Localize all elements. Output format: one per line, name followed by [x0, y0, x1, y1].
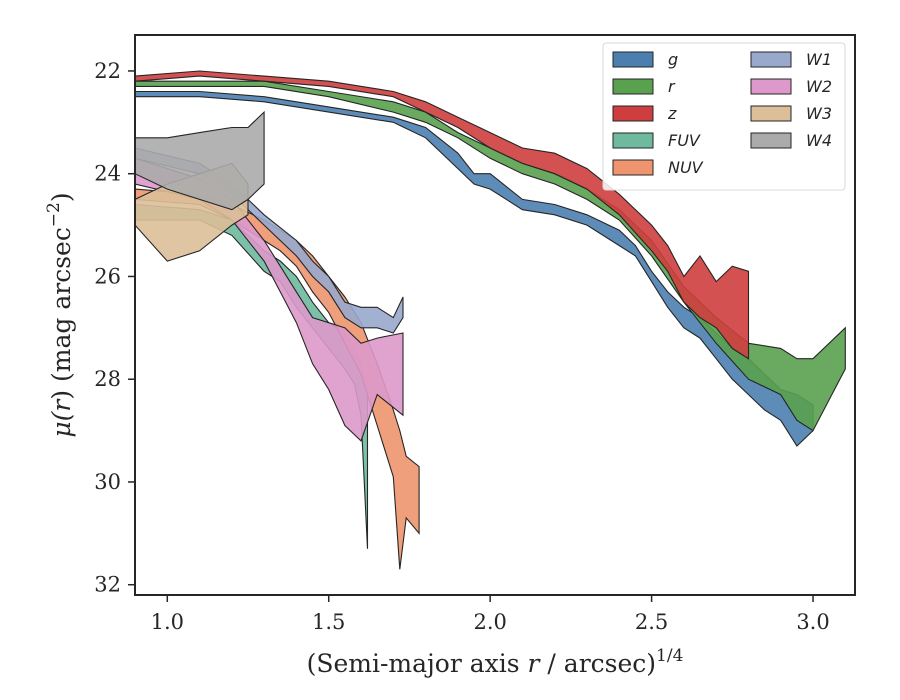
y-axis-label-var: r	[47, 398, 76, 412]
legend-item-r: r	[612, 77, 676, 96]
x-axis-label-part: (Semi-major axis	[307, 649, 528, 678]
legend-label: W3	[806, 104, 832, 123]
x-tick-label: 2.0	[473, 610, 506, 634]
legend-item-g: g	[612, 50, 678, 69]
legend-swatch	[750, 51, 792, 68]
legend-swatch	[612, 105, 654, 122]
legend-swatch	[612, 78, 654, 95]
band-z	[135, 70, 750, 360]
legend-label: z	[667, 104, 677, 123]
legend-label: r	[668, 77, 676, 96]
y-axis-label-exponent: −2	[44, 202, 64, 227]
y-axis-label-unit: ) (mag arcsec	[47, 227, 76, 400]
x-tick-label: 2.5	[635, 610, 668, 634]
legend: grz FUV NUV W1 W2 W3 W4	[602, 42, 846, 191]
legend-item-w4: W4	[750, 131, 832, 150]
y-tick-label: 26	[94, 264, 121, 288]
legend-swatch	[612, 159, 654, 176]
x-tick-label: 1.5	[312, 610, 345, 634]
legend-label: W2	[806, 77, 832, 96]
x-axis-label-exponent: 1/4	[656, 646, 683, 666]
band-w2	[135, 157, 404, 442]
y-axis-label-mu: μ(	[47, 410, 76, 437]
legend-label: NUV	[668, 158, 704, 177]
y-axis-label-close: )	[47, 192, 76, 202]
legend-label: FUV	[668, 131, 701, 150]
legend-item-nuv: NUV	[612, 158, 704, 177]
x-tick-label: 1.0	[151, 610, 184, 634]
legend-item-fuv: FUV	[612, 131, 701, 150]
legend-label: W4	[806, 131, 832, 150]
legend-swatch	[750, 132, 792, 149]
band-r	[135, 80, 846, 432]
y-axis-ticks: 22 24 26 28 30 32	[94, 59, 135, 597]
profile-bands	[135, 70, 846, 570]
band-w1	[135, 147, 404, 334]
x-axis-label-unit: / arcsec)	[539, 649, 656, 678]
x-tick-label: 3.0	[796, 610, 829, 634]
band-w4	[135, 110, 265, 211]
plot-frame	[134, 34, 856, 596]
legend-label: W1	[806, 50, 832, 69]
legend-swatch	[750, 105, 792, 122]
x-axis-label-var: r	[528, 649, 542, 678]
legend-item-w1: W1	[750, 50, 832, 69]
legend-swatch	[612, 132, 654, 149]
legend-label: g	[668, 50, 678, 69]
legend-swatch	[612, 51, 654, 68]
legend-item-z: z	[612, 104, 677, 123]
y-tick-label: 28	[94, 367, 121, 391]
y-tick-label: 24	[94, 162, 121, 186]
band-fuv	[135, 203, 369, 549]
legend-item-w2: W2	[750, 77, 832, 96]
y-axis-label: μ(r) (mag arcsec−2)	[44, 192, 76, 437]
x-axis-label: (Semi-major axis r / arcsec)1/4	[307, 646, 684, 678]
legend-item-w3: W3	[750, 104, 832, 123]
y-tick-label: 32	[94, 573, 121, 597]
x-axis-ticks: 1.0 1.5 2.0 2.5 3.0	[151, 595, 830, 634]
legend-swatch	[750, 78, 792, 95]
y-tick-label: 30	[94, 470, 121, 494]
y-tick-label: 22	[94, 59, 121, 83]
